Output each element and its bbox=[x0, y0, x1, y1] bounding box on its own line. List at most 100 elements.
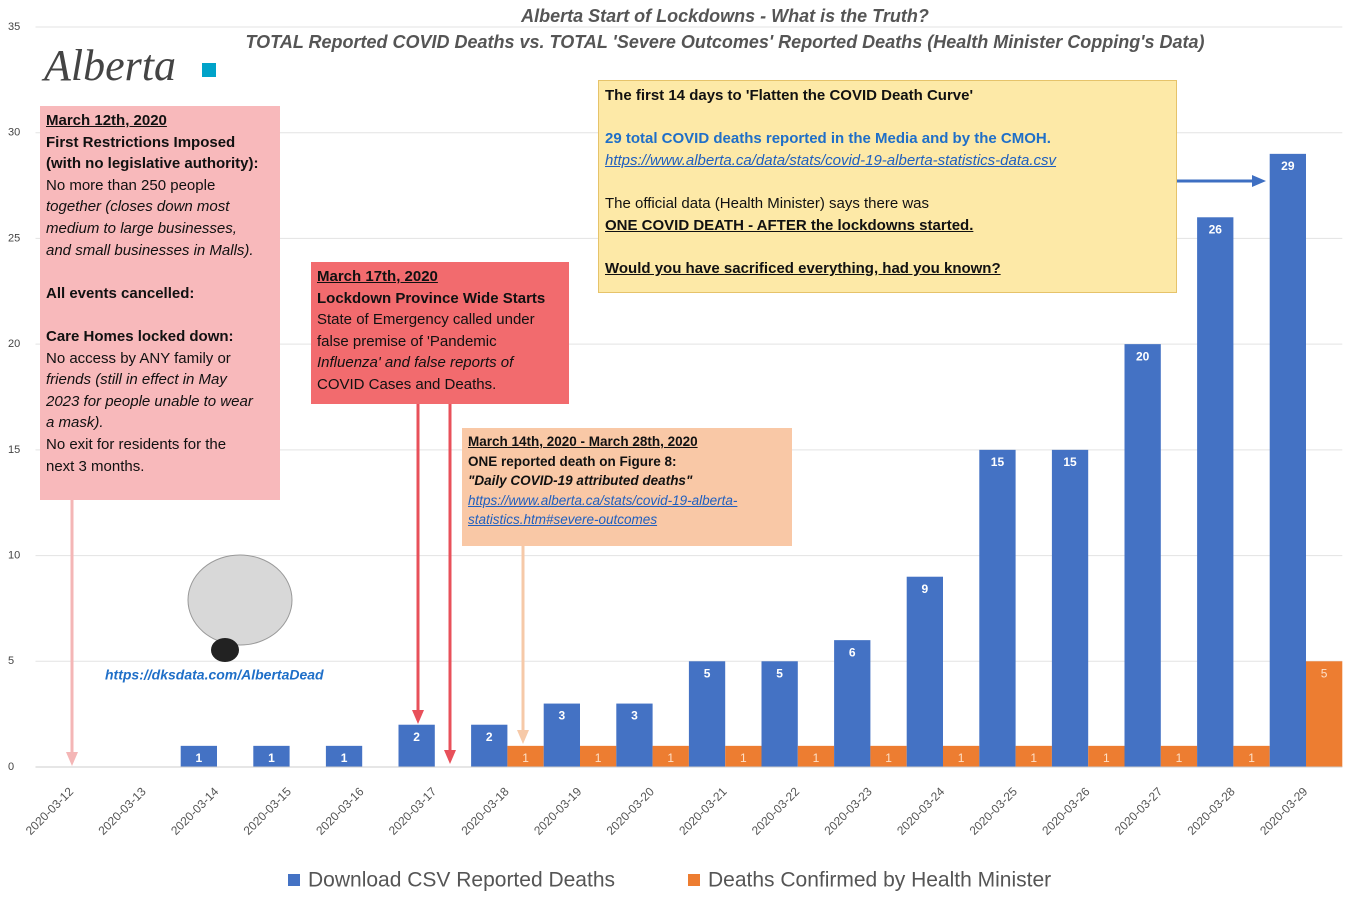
wolf-icon bbox=[187, 554, 293, 662]
annotation-line: No access by ANY family or bbox=[46, 349, 231, 367]
annotation-line: State of Emergency called under bbox=[317, 311, 535, 329]
annotation-line: Lockdown Province Wide Starts bbox=[317, 289, 546, 307]
x-tick-label: 2020-03-15 bbox=[241, 784, 295, 838]
annotation-line: The official data (Health Minister) says… bbox=[605, 194, 930, 212]
data-label: 3 bbox=[559, 709, 566, 723]
y-tick-label: 15 bbox=[8, 444, 20, 456]
data-label: 1 bbox=[813, 751, 820, 765]
data-label: 5 bbox=[704, 666, 711, 680]
y-tick-label: 5 bbox=[8, 655, 14, 667]
x-tick-label: 2020-03-16 bbox=[313, 784, 367, 838]
x-tick-label: 2020-03-23 bbox=[821, 784, 875, 838]
bar bbox=[688, 661, 726, 767]
data-label: 1 bbox=[196, 751, 203, 765]
x-tick-label: 2020-03-29 bbox=[1257, 784, 1311, 838]
data-label: 1 bbox=[958, 751, 965, 765]
legend-swatch bbox=[688, 874, 700, 886]
x-tick-label: 2020-03-21 bbox=[676, 784, 730, 838]
annotation-line: The first 14 days to 'Flatten the COVID … bbox=[605, 87, 974, 104]
bar bbox=[1124, 344, 1161, 767]
y-tick-label: 30 bbox=[8, 127, 20, 139]
annotation-line: COVID Cases and Deaths. bbox=[317, 375, 497, 393]
legend-swatch bbox=[288, 874, 300, 886]
bar bbox=[398, 724, 435, 767]
bar bbox=[325, 745, 363, 767]
annotation-line: Influenza' and false reports of bbox=[317, 354, 514, 372]
bar bbox=[725, 745, 762, 767]
y-tick-label: 20 bbox=[8, 338, 20, 350]
annotation-line: together (closes down most bbox=[46, 198, 230, 216]
data-label: 1 bbox=[1248, 751, 1255, 765]
chart-subtitle: TOTAL Reported COVID Deaths vs. TOTAL 'S… bbox=[245, 32, 1204, 52]
legend-label: Download CSV Reported Deaths bbox=[308, 869, 615, 892]
bar bbox=[1306, 661, 1343, 767]
bar bbox=[834, 640, 871, 767]
bar bbox=[797, 745, 835, 767]
data-label: 1 bbox=[1030, 751, 1037, 765]
data-label: 15 bbox=[1063, 455, 1077, 469]
data-label: 1 bbox=[667, 751, 674, 765]
data-label: 26 bbox=[1209, 222, 1223, 236]
data-label: 5 bbox=[1321, 666, 1328, 680]
bar bbox=[180, 745, 217, 767]
bar bbox=[1015, 745, 1052, 767]
annotation-line: medium to large businesses, bbox=[46, 219, 237, 237]
x-tick-label: 2020-03-17 bbox=[386, 784, 440, 838]
annotation-box: The first 14 days to 'Flatten the COVID … bbox=[598, 80, 1177, 293]
bar bbox=[943, 745, 980, 767]
annotation-line: ONE COVID DEATH - AFTER the lockdowns st… bbox=[605, 216, 974, 234]
legend-label: Deaths Confirmed by Health Minister bbox=[708, 869, 1051, 892]
x-tick-label: 2020-03-22 bbox=[749, 784, 803, 838]
bar bbox=[253, 745, 290, 767]
bar bbox=[652, 745, 689, 767]
data-label: 3 bbox=[631, 709, 638, 723]
data-label: 5 bbox=[776, 666, 783, 680]
x-tick-label: 2020-03-24 bbox=[894, 784, 948, 838]
data-label: 1 bbox=[341, 751, 348, 765]
annotation-line: friends (still in effect in May bbox=[46, 371, 227, 389]
annotation-line: No more than 250 people bbox=[46, 176, 216, 194]
data-label: 20 bbox=[1136, 349, 1150, 363]
annotation-line: a mask). bbox=[46, 414, 104, 432]
y-tick-label: 0 bbox=[8, 761, 14, 773]
bar bbox=[906, 576, 943, 767]
annotation-line: March 17th, 2020 bbox=[317, 268, 438, 285]
y-tick-label: 35 bbox=[8, 21, 20, 33]
x-tick-label: 2020-03-26 bbox=[1039, 784, 1093, 838]
bar bbox=[1233, 745, 1270, 767]
annotation-line: and small businesses in Malls). bbox=[46, 241, 254, 259]
y-tick-label: 10 bbox=[8, 549, 20, 561]
data-label: 1 bbox=[595, 751, 602, 765]
data-label: 6 bbox=[849, 645, 856, 659]
annotation-box: March 12th, 2020 First Restrictions Impos… bbox=[40, 106, 280, 500]
x-tick-label: 2020-03-18 bbox=[458, 784, 512, 838]
x-tick-label: 2020-03-13 bbox=[95, 784, 149, 838]
annotation-line: statistics.htm#severe-outcomes bbox=[468, 512, 658, 528]
data-label: 2 bbox=[413, 730, 420, 744]
annotation-line: "Daily COVID-19 attributed deaths" bbox=[468, 473, 693, 489]
x-tick-label: 2020-03-19 bbox=[531, 784, 585, 838]
annotation-line: March 14th, 2020 - March 28th, 2020 bbox=[468, 434, 698, 449]
annotation-box: March 17th, 2020 Lockdown Province Wide S… bbox=[311, 262, 569, 404]
annotation-line: false premise of 'Pandemic bbox=[317, 332, 497, 350]
data-label: 1 bbox=[1103, 751, 1110, 765]
data-label: 1 bbox=[740, 751, 747, 765]
x-tick-label: 2020-03-14 bbox=[168, 784, 222, 838]
bar bbox=[1051, 449, 1089, 767]
x-tick-label: 2020-03-12 bbox=[23, 784, 77, 838]
annotation-line: Would you have sacrificed everything, ha… bbox=[605, 259, 1001, 277]
annotation-line: ONE reported death on Figure 8: bbox=[468, 453, 677, 469]
data-label: 1 bbox=[522, 751, 529, 765]
bar bbox=[1088, 745, 1125, 767]
data-label: 15 bbox=[991, 455, 1005, 469]
annotation-line: (with no legislative authority): bbox=[46, 155, 259, 173]
logo: Alberta bbox=[41, 41, 176, 90]
data-label: 29 bbox=[1281, 159, 1295, 173]
bar bbox=[761, 661, 798, 767]
bar bbox=[471, 724, 508, 767]
y-tick-label: 25 bbox=[8, 232, 20, 244]
x-tick-label: 2020-03-28 bbox=[1184, 784, 1238, 838]
bar bbox=[870, 745, 907, 767]
annotation-line: Care Homes locked down: bbox=[46, 327, 234, 345]
